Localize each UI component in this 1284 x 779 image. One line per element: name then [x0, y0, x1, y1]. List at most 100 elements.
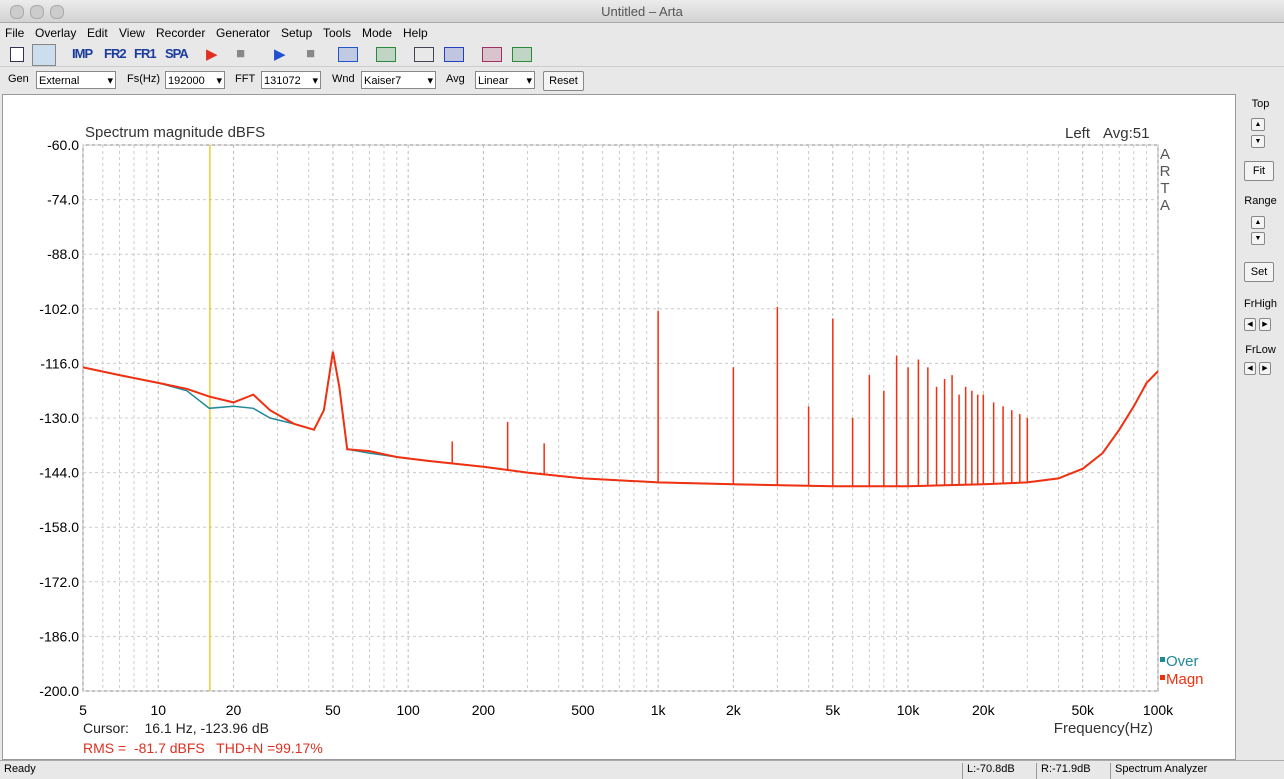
status-text: Ready	[4, 763, 36, 775]
arrow-button[interactable]: ◀	[1244, 362, 1256, 375]
menu-item[interactable]: Edit	[87, 26, 108, 40]
legend-label: Magn	[1166, 671, 1204, 688]
title-bar: Untitled – Arta	[0, 0, 1284, 23]
menu-item[interactable]: Help	[403, 26, 428, 40]
right-panel: Top ▲ ▼ Fit Range ▲ ▼ Set FrHigh ◀ ▶ FrLow ◀ ▶	[1237, 94, 1284, 760]
panel-label: FrLow	[1245, 344, 1276, 356]
arrow-button[interactable]: ▶	[1259, 362, 1271, 375]
control-label: FFT	[235, 73, 256, 85]
minimize-button[interactable]	[30, 5, 44, 19]
tool-icon[interactable]	[376, 47, 396, 62]
x-tick-label: 50	[325, 702, 341, 718]
arrow-button[interactable]: ▲	[1251, 216, 1265, 229]
legend-swatch	[1160, 675, 1165, 680]
panel-label: Range	[1244, 195, 1277, 207]
transport-icon[interactable]: ▶	[206, 46, 218, 63]
logo-letter: A	[1160, 146, 1170, 163]
avg-label: Avg:51	[1103, 125, 1149, 142]
arrow-button[interactable]: ◀	[1244, 318, 1256, 331]
y-tick-label: -88.0	[47, 246, 79, 262]
tool-button[interactable]: SPA	[165, 46, 189, 61]
x-tick-label: 100	[396, 702, 420, 718]
status-text: L:-70.8dB	[962, 763, 1015, 779]
cursor-readout: Cursor: 16.1 Hz, -123.96 dB	[83, 720, 269, 736]
panel-label: FrHigh	[1243, 298, 1277, 310]
x-tick-label: 5k	[825, 702, 841, 718]
zoom-button[interactable]	[50, 5, 64, 19]
x-tick-label: 2k	[726, 702, 742, 718]
menu-item[interactable]: Setup	[281, 26, 313, 40]
x-tick-label: 20	[226, 702, 242, 718]
chart: -60.0 -74.0 -88.0 -102.0 -116.0 -130.0 -144.0 -…	[2, 94, 1236, 760]
logo-letter: R	[1160, 163, 1171, 180]
mode-icon[interactable]	[32, 44, 56, 66]
y-tick-label: -158.0	[39, 519, 79, 535]
legend-swatch	[1160, 657, 1165, 662]
close-button[interactable]	[10, 5, 24, 19]
y-tick-label: -116.0	[40, 355, 79, 371]
reset-button[interactable]: Reset	[543, 71, 584, 91]
control-label: Wnd	[332, 73, 355, 85]
set-button[interactable]: Set	[1244, 262, 1274, 282]
toolbar: IMP FR2 FR1 SPA ▶ ■ ▶ ■	[0, 42, 1284, 67]
x-tick-label: 100k	[1143, 702, 1174, 718]
dropdown[interactable]: External	[36, 71, 116, 90]
menu-item[interactable]: Generator	[216, 26, 271, 40]
arrow-button[interactable]: ▼	[1251, 232, 1265, 245]
tool-button[interactable]: FR1	[134, 46, 157, 61]
tool-button[interactable]: FR2	[104, 46, 127, 61]
fit-button[interactable]: Fit	[1244, 161, 1274, 181]
y-tick-label: -172.0	[39, 574, 79, 590]
x-tick-label: 20k	[972, 702, 996, 718]
menu-bar: File Overlay Edit View Recorder Generator Setu…	[0, 23, 1284, 42]
x-tick-label: 500	[571, 702, 595, 718]
tool-icon[interactable]	[444, 47, 464, 62]
dropdown[interactable]: 192000	[165, 71, 225, 90]
transport-icon[interactable]: ■	[236, 45, 246, 62]
summary-readout: RMS = -81.7 dBFS THD+N =99.17%	[83, 740, 323, 756]
tool-icon[interactable]	[482, 47, 502, 62]
status-text: Spectrum Analyzer	[1110, 763, 1207, 779]
y-tick-label: -102.0	[39, 301, 79, 317]
control-label: Gen	[8, 73, 29, 85]
tool-icon[interactable]	[512, 47, 532, 62]
channel-label: Left	[1065, 125, 1091, 142]
window-title: Untitled – Arta	[601, 4, 683, 19]
menu-item[interactable]: Recorder	[156, 26, 206, 40]
trace	[83, 351, 1158, 488]
arrow-button[interactable]: ▶	[1259, 318, 1271, 331]
x-tick-label: 5	[79, 702, 87, 718]
menu-item[interactable]: File	[5, 26, 25, 40]
arrow-button[interactable]: ▼	[1251, 135, 1265, 148]
trace	[83, 351, 1158, 488]
new-icon[interactable]	[10, 47, 24, 62]
arrow-button[interactable]: ▲	[1251, 118, 1265, 131]
y-tick-label: -186.0	[39, 628, 79, 644]
y-tick-label: -60.0	[47, 137, 79, 153]
chart-title: Spectrum magnitude dBFS	[85, 124, 265, 141]
tool-icon[interactable]	[414, 47, 434, 62]
logo-letter: T	[1160, 180, 1169, 197]
tool-icon[interactable]	[338, 47, 358, 62]
dropdown[interactable]: 131072	[261, 71, 321, 90]
menu-item[interactable]: Overlay	[35, 26, 77, 40]
y-tick-label: -130.0	[39, 410, 79, 426]
x-tick-label: 50k	[1071, 702, 1095, 718]
transport-icon[interactable]: ■	[306, 45, 316, 62]
transport-icon[interactable]: ▶	[274, 46, 286, 63]
dropdown[interactable]: Linear	[475, 71, 535, 90]
tool-button[interactable]: IMP	[72, 46, 93, 61]
logo-letter: A	[1160, 197, 1170, 214]
x-tick-label: 10k	[897, 702, 921, 718]
menu-item[interactable]: Tools	[323, 26, 352, 40]
menu-item[interactable]: Mode	[362, 26, 393, 40]
x-tick-label: 1k	[651, 702, 667, 718]
controls-bar: Gen External Fs(Hz) 192000 FFT 131072 Wnd Kaise…	[0, 68, 1284, 92]
dropdown[interactable]: Kaiser7	[361, 71, 436, 90]
y-tick-label: -200.0	[39, 683, 79, 699]
legend-label: Over	[1166, 653, 1199, 670]
menu-item[interactable]: View	[119, 26, 145, 40]
y-tick-label: -144.0	[39, 465, 79, 481]
x-axis-label: Frequency(Hz)	[1054, 720, 1153, 737]
